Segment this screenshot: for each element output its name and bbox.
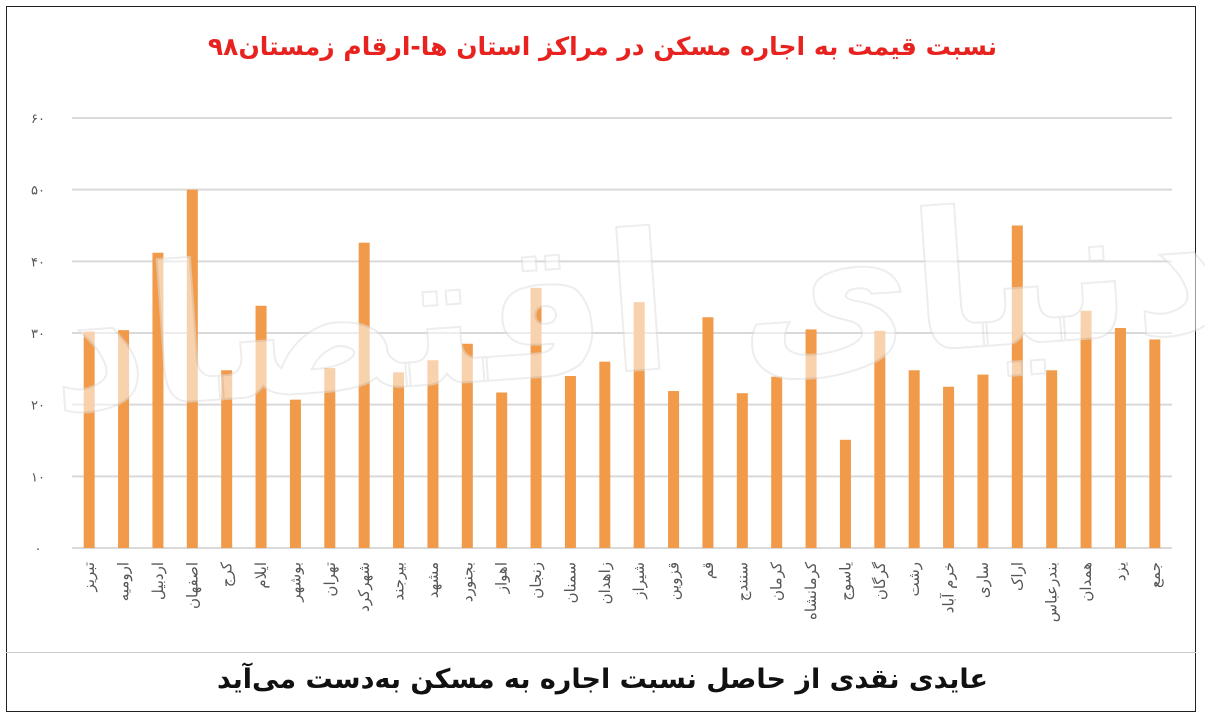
watermark-text: دنیای اقتصاد — [41, 153, 1205, 456]
bar — [908, 370, 920, 548]
category-label: رشت — [905, 562, 923, 597]
bar — [255, 305, 267, 548]
bar — [599, 361, 611, 548]
category-label: بیرجند — [390, 562, 408, 601]
bar — [530, 287, 542, 548]
bar — [977, 374, 989, 548]
category-label: کرمانشاه — [802, 561, 820, 620]
category-label: اراک — [1008, 562, 1026, 591]
category-label: ایلام — [252, 562, 270, 589]
bar — [358, 242, 370, 548]
category-label: اردبیل — [149, 562, 167, 600]
bar — [874, 330, 886, 548]
category-labels: تبریز ارومیه اردبیل اصفهان کرج ایلام بوشهر تهرا… — [80, 561, 1164, 622]
category-label: تهران — [321, 562, 339, 597]
y-tick-label: ۳۰ — [31, 327, 45, 342]
bar — [633, 302, 645, 548]
bar — [289, 399, 301, 548]
bar — [152, 252, 164, 548]
y-tick-label: ۱۰ — [31, 470, 45, 485]
category-label: کرج — [218, 561, 237, 587]
category-label: سنندج — [733, 562, 752, 601]
bar — [1011, 225, 1023, 548]
bar — [943, 386, 955, 548]
bar — [1080, 310, 1092, 548]
category-label: اهواز — [493, 562, 511, 594]
category-label: گرگان — [871, 561, 889, 600]
y-tick-label: ۴۰ — [31, 255, 45, 270]
bar — [839, 439, 851, 548]
bar — [324, 368, 336, 548]
category-label: یزد — [1111, 562, 1129, 581]
category-label: تبریز — [80, 562, 98, 592]
category-label: ساری — [974, 562, 992, 598]
category-label: سمنان — [561, 562, 579, 603]
category-label: مشهد — [424, 562, 442, 598]
y-tick-label: ۲۰ — [31, 399, 45, 414]
category-label: جمع — [1146, 562, 1164, 588]
gridlines — [72, 117, 1172, 549]
bar — [564, 376, 576, 548]
category-label: زاهدان — [596, 562, 614, 604]
bar — [461, 343, 473, 548]
category-label: زنجان — [527, 562, 545, 599]
bar — [668, 391, 680, 548]
y-tick-label: ۶۰ — [31, 112, 45, 127]
bar — [1114, 327, 1126, 548]
category-label: کرمان — [768, 561, 786, 601]
bar — [393, 372, 405, 548]
y-tick-label: ۰ — [35, 542, 42, 557]
bar — [118, 330, 130, 548]
bar — [771, 376, 783, 548]
watermark: دنیای اقتصاد — [40, 152, 1205, 457]
bars — [83, 189, 1161, 548]
y-tick-label: ۵۰ — [31, 184, 45, 199]
bar — [221, 370, 233, 548]
category-label: ارومیه — [115, 562, 133, 601]
chart-title: نسبت قیمت به اجاره مسکن در مراکز استان ه… — [207, 32, 998, 61]
category-label: قم — [699, 562, 717, 579]
bar — [186, 189, 198, 548]
category-label: قزوین — [665, 562, 683, 600]
bar — [496, 392, 508, 548]
caption: عایدی نقدی از حاصل نسبت اجاره به مسکن به… — [217, 664, 988, 695]
category-label: یاسوج — [836, 562, 855, 601]
category-label: بندرعباس — [1043, 562, 1061, 622]
y-axis-ticks: ۰ ۱۰ ۲۰ ۳۰ ۴۰ ۵۰ ۶۰ — [31, 112, 45, 557]
category-label: همدان — [1077, 562, 1095, 602]
bar — [805, 329, 817, 548]
bar — [1149, 339, 1161, 548]
category-label: شیراز — [630, 562, 648, 600]
category-label: اصفهان — [183, 562, 201, 609]
bar — [427, 360, 439, 548]
separator — [6, 652, 1196, 653]
category-label: بجنورد — [458, 562, 476, 602]
category-label: بوشهر — [286, 562, 304, 603]
bar — [1046, 370, 1058, 548]
bar — [736, 393, 748, 548]
chart-frame — [6, 6, 1196, 712]
bar — [83, 331, 95, 548]
category-label: شهرکرد — [355, 562, 373, 612]
bar — [702, 317, 714, 548]
category-label: خرم آباد — [940, 562, 958, 613]
